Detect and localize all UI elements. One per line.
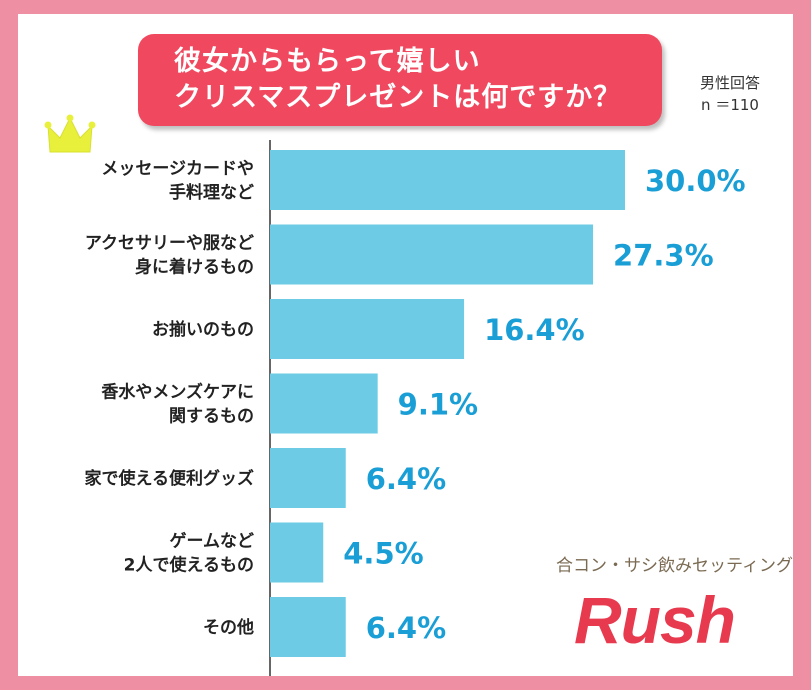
sample-info: 男性回答 n ＝110: [680, 72, 780, 116]
bar-5: [270, 522, 324, 583]
brand-logo: Rush: [574, 583, 736, 657]
chart-title: 彼女からもらって嬉しい クリスマスプレゼントは何ですか？: [138, 34, 662, 126]
sample-size: n ＝110: [701, 96, 759, 114]
category-label-5-0: ゲームなど: [170, 531, 255, 552]
value-label-2: 16.4%: [484, 313, 585, 347]
sample-respondents: 男性回答: [699, 74, 760, 92]
value-label-4: 6.4%: [366, 462, 446, 496]
bar-2: [270, 299, 465, 359]
value-label-1: 27.3%: [613, 239, 714, 273]
value-label-5: 4.5%: [343, 537, 423, 571]
category-label-5-1: 2人で使えるもの: [124, 555, 254, 576]
crown-icon: [44, 114, 96, 153]
bar-3: [270, 373, 378, 434]
category-label-6-0: その他: [203, 617, 254, 638]
bar-6: [270, 597, 346, 657]
bar-0: [270, 150, 625, 210]
value-label-3: 9.1%: [398, 388, 478, 422]
category-label-4-0: 家で使える便利グッズ: [85, 468, 255, 489]
chart-title-line1: 彼女からもらって嬉しい: [174, 46, 481, 77]
category-label-0-0: メッセージカードや: [101, 159, 254, 179]
category-label-3-1: 関するもの: [169, 407, 254, 427]
bar-4: [270, 448, 346, 508]
category-label-1-1: 身に着けるもの: [135, 257, 254, 278]
value-label-6: 6.4%: [366, 611, 446, 645]
category-label-0-1: 手料理など: [169, 182, 254, 203]
bar-1: [270, 224, 594, 285]
value-label-0: 30.0%: [645, 164, 746, 198]
category-label-3-0: 香水やメンズケアに: [101, 382, 254, 403]
brand-subtitle: 合コン・サシ飲みセッティング: [556, 556, 793, 576]
category-label-1-0: アクセサリーや服など: [85, 234, 254, 254]
category-label-2-0: お揃いのもの: [152, 319, 254, 340]
chart-title-line2: クリスマスプレゼントは何ですか？: [174, 82, 622, 113]
